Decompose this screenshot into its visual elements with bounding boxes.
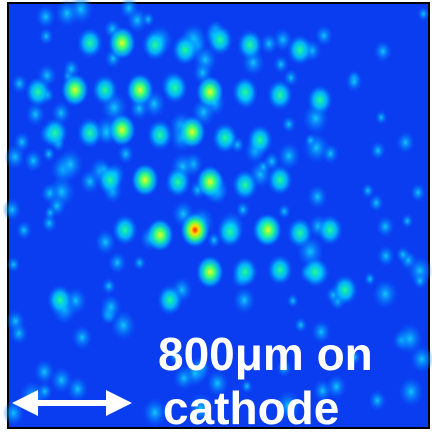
spot xyxy=(100,294,122,321)
spot xyxy=(376,215,395,237)
spot xyxy=(212,122,238,153)
spot xyxy=(413,272,427,289)
spot xyxy=(361,183,374,199)
spot xyxy=(126,73,154,107)
spot xyxy=(375,110,387,125)
spot xyxy=(307,184,328,209)
spot xyxy=(117,144,134,165)
spot xyxy=(254,213,282,247)
spot xyxy=(233,286,256,314)
spot xyxy=(71,325,92,350)
spot xyxy=(61,73,89,107)
spot xyxy=(102,277,117,294)
spot xyxy=(131,163,159,197)
spot xyxy=(44,205,56,220)
spot xyxy=(417,6,429,21)
spot xyxy=(165,166,191,197)
spot xyxy=(364,272,376,287)
spot xyxy=(302,256,328,287)
spot xyxy=(267,254,293,285)
spot xyxy=(172,34,198,65)
spot xyxy=(41,182,59,204)
spot xyxy=(77,27,103,58)
spot xyxy=(142,12,155,28)
spot xyxy=(287,34,313,65)
spot xyxy=(287,293,299,308)
spot xyxy=(374,40,392,62)
spot xyxy=(196,255,224,289)
spot xyxy=(267,164,293,195)
spot xyxy=(267,79,293,110)
spot xyxy=(196,75,224,109)
spot xyxy=(196,165,224,199)
spot xyxy=(368,390,386,412)
spot xyxy=(247,124,273,155)
spot xyxy=(4,144,25,170)
spot xyxy=(232,169,258,200)
spot xyxy=(178,115,206,149)
spot xyxy=(35,4,56,29)
image: 800μm on cathode xyxy=(0,0,432,433)
spot xyxy=(142,29,168,60)
spot xyxy=(24,149,43,172)
spot xyxy=(372,278,398,309)
spot xyxy=(207,24,233,55)
spot xyxy=(67,376,89,402)
spot xyxy=(112,214,138,245)
spot xyxy=(7,256,21,272)
spot xyxy=(9,322,28,345)
spot xyxy=(332,274,358,305)
spot xyxy=(97,164,123,195)
spot xyxy=(47,284,73,315)
spot xyxy=(162,72,188,103)
spot xyxy=(278,203,291,219)
spot xyxy=(232,256,258,287)
spot xyxy=(157,284,183,315)
spot xyxy=(25,76,51,107)
spot xyxy=(397,323,424,355)
spot xyxy=(37,382,53,401)
spot xyxy=(396,246,410,263)
spot xyxy=(345,71,363,92)
spot xyxy=(92,74,118,105)
spot xyxy=(410,183,426,202)
spot xyxy=(398,376,424,407)
spot xyxy=(133,255,146,271)
spot xyxy=(77,117,103,148)
spot xyxy=(307,84,333,115)
spot xyxy=(108,113,136,147)
scale-label: 800μm on xyxy=(158,328,373,380)
spot xyxy=(232,76,258,107)
spot xyxy=(370,141,386,160)
spot xyxy=(317,214,343,245)
spot xyxy=(287,217,313,248)
scale-label: cathode xyxy=(163,382,339,433)
spot xyxy=(237,29,263,60)
spot xyxy=(281,115,296,133)
spot xyxy=(42,117,68,148)
spot xyxy=(304,133,316,148)
spot xyxy=(217,216,243,247)
spot xyxy=(55,0,79,28)
spot xyxy=(377,245,395,267)
spot xyxy=(147,119,173,150)
spot xyxy=(315,25,333,47)
spot xyxy=(146,218,174,252)
spot xyxy=(108,26,136,60)
spot xyxy=(2,198,21,221)
spot xyxy=(108,251,127,274)
spot xyxy=(396,131,415,154)
spot xyxy=(39,27,54,45)
spot xyxy=(401,213,414,228)
spot xyxy=(16,220,32,240)
spot xyxy=(57,148,84,180)
spot xyxy=(180,212,210,248)
